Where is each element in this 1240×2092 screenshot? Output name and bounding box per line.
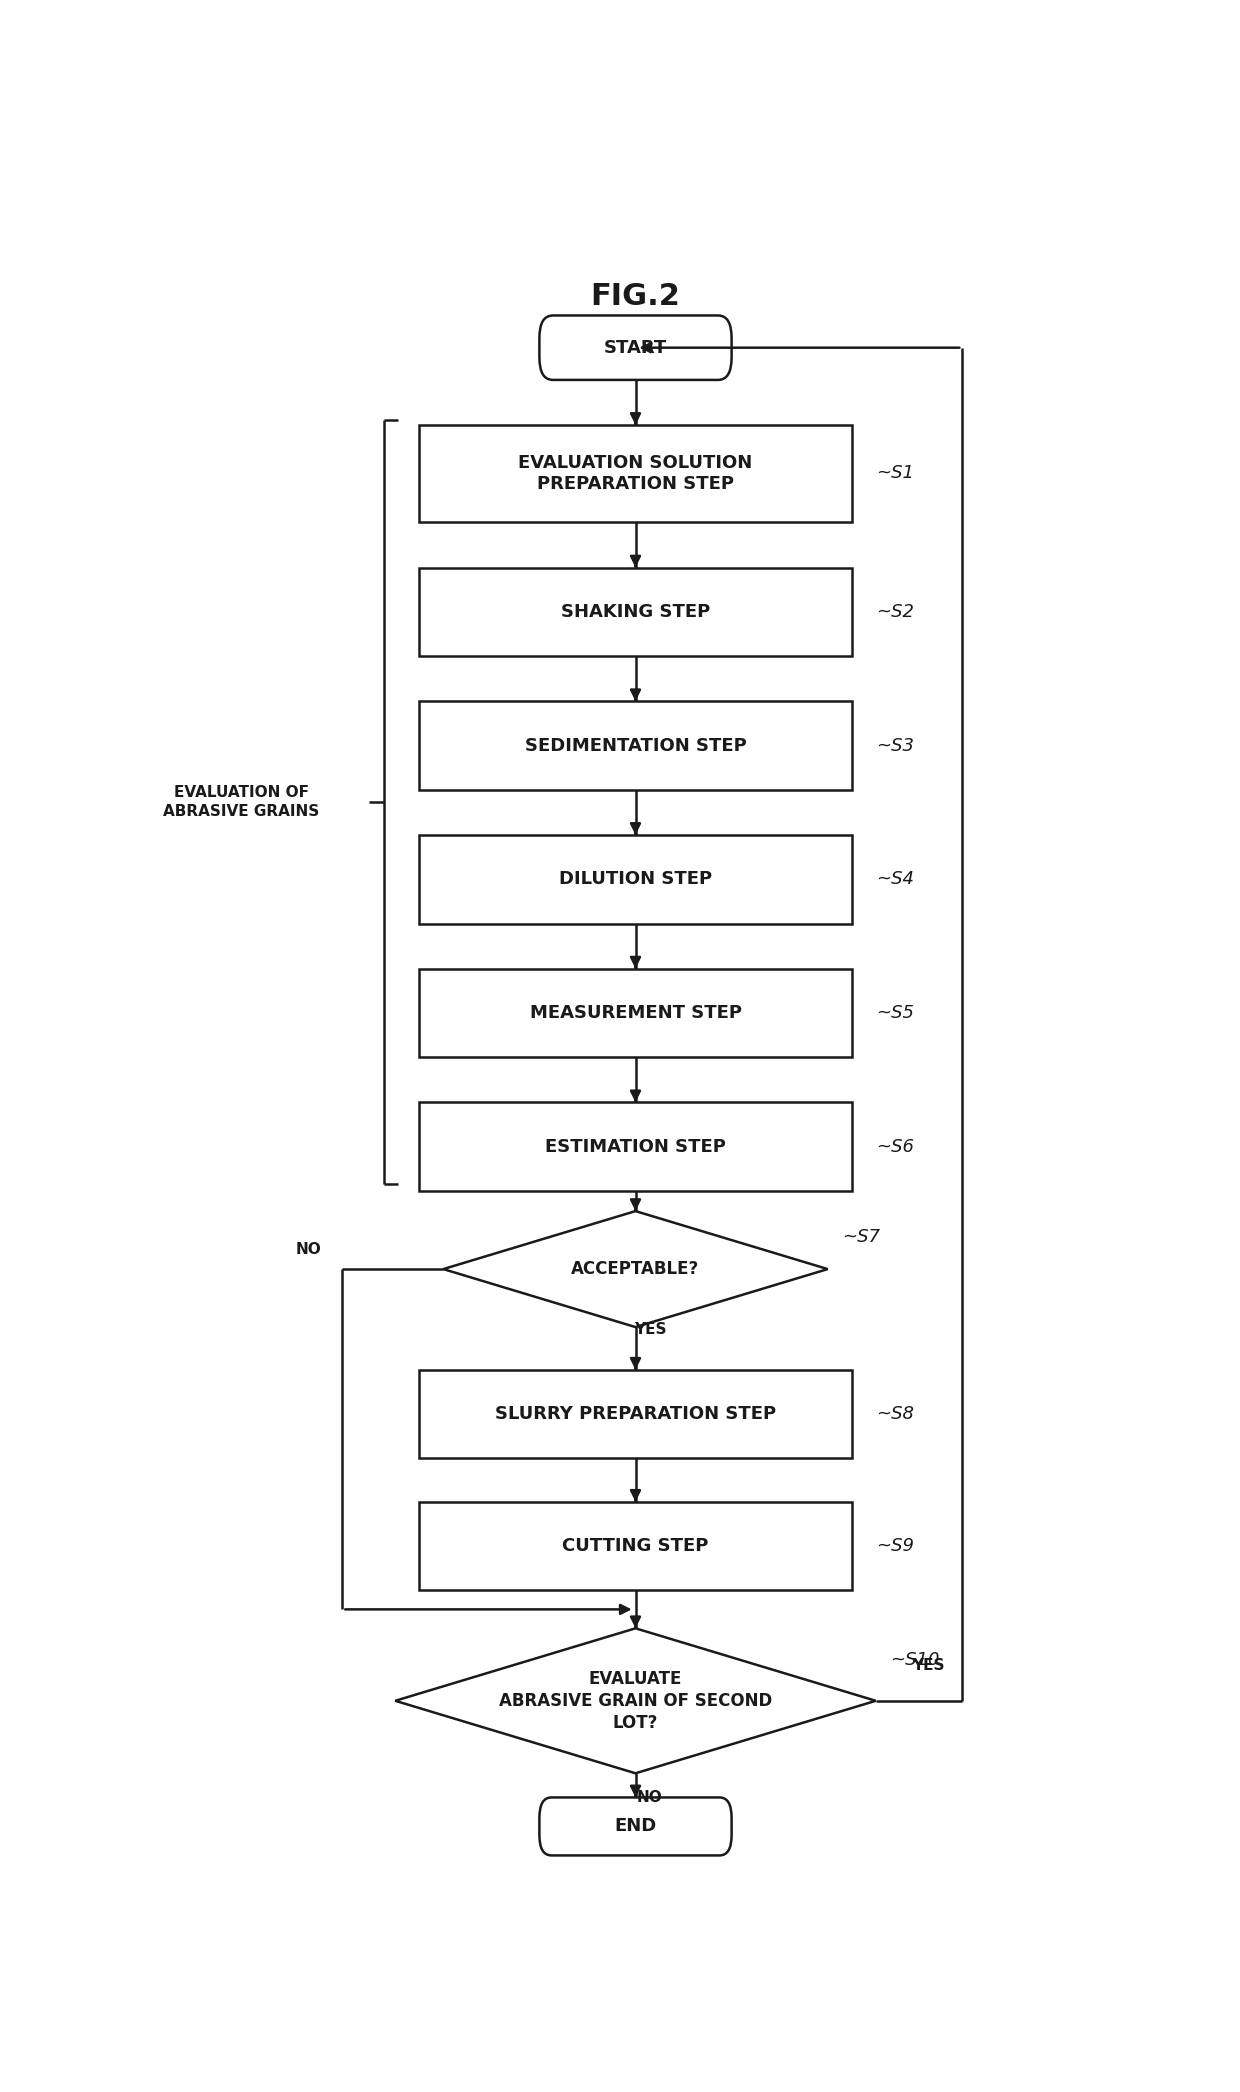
Text: ~S4: ~S4 <box>875 870 914 889</box>
Text: EVALUATION OF
ABRASIVE GRAINS: EVALUATION OF ABRASIVE GRAINS <box>164 784 320 820</box>
Text: ~S7: ~S7 <box>842 1228 880 1245</box>
Text: MEASUREMENT STEP: MEASUREMENT STEP <box>529 1004 742 1023</box>
Text: EVALUATION SOLUTION
PREPARATION STEP: EVALUATION SOLUTION PREPARATION STEP <box>518 454 753 494</box>
Text: NO: NO <box>296 1243 321 1257</box>
Bar <box>419 1502 852 1590</box>
Text: ~S2: ~S2 <box>875 602 914 621</box>
Text: CUTTING STEP: CUTTING STEP <box>562 1538 709 1554</box>
Text: START: START <box>604 339 667 358</box>
Text: ~S1: ~S1 <box>875 464 914 483</box>
Text: FIG.2: FIG.2 <box>590 282 681 310</box>
Text: YES: YES <box>634 1322 666 1337</box>
Text: DILUTION STEP: DILUTION STEP <box>559 870 712 889</box>
Bar <box>419 1370 852 1458</box>
Text: ~S9: ~S9 <box>875 1538 914 1554</box>
Text: ACCEPTABLE?: ACCEPTABLE? <box>572 1259 699 1278</box>
Bar <box>419 835 852 923</box>
Text: SHAKING STEP: SHAKING STEP <box>560 602 711 621</box>
Text: ~S8: ~S8 <box>875 1406 914 1423</box>
Text: ~S10: ~S10 <box>890 1651 940 1669</box>
Text: SLURRY PREPARATION STEP: SLURRY PREPARATION STEP <box>495 1406 776 1423</box>
Bar <box>419 425 852 521</box>
Text: ~S6: ~S6 <box>875 1138 914 1155</box>
Bar <box>419 1102 852 1190</box>
Text: EVALUATE
ABRASIVE GRAIN OF SECOND
LOT?: EVALUATE ABRASIVE GRAIN OF SECOND LOT? <box>498 1669 773 1732</box>
Bar <box>419 567 852 657</box>
Bar <box>419 969 852 1056</box>
Text: ~S3: ~S3 <box>875 736 914 755</box>
Text: YES: YES <box>913 1657 945 1674</box>
Text: ~S5: ~S5 <box>875 1004 914 1023</box>
Text: ESTIMATION STEP: ESTIMATION STEP <box>546 1138 725 1155</box>
Text: END: END <box>614 1818 657 1835</box>
Text: NO: NO <box>637 1791 663 1805</box>
Text: SEDIMENTATION STEP: SEDIMENTATION STEP <box>525 736 746 755</box>
Bar <box>419 701 852 791</box>
